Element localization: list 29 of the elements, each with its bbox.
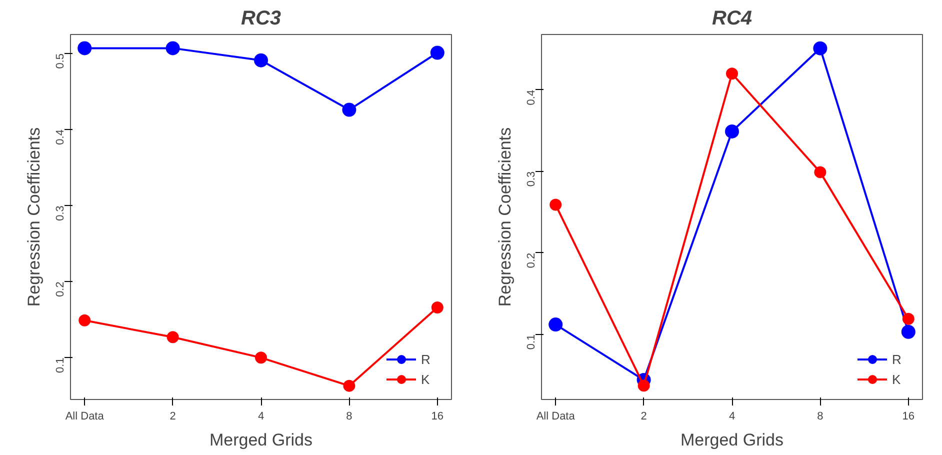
legend-label: R xyxy=(421,352,432,366)
x-tick-label: 2 xyxy=(640,410,647,422)
x-tick-label: 16 xyxy=(902,410,915,422)
legend-label: K xyxy=(421,372,431,386)
x-tick-label: All Data xyxy=(65,410,105,422)
x-tick-label: 8 xyxy=(346,410,352,422)
y-axis-title: Regression Coefficients xyxy=(496,127,514,307)
y-tick-label: 0.4 xyxy=(526,90,538,106)
y-tick-label: 0.3 xyxy=(54,206,66,221)
x-tick-label: All Data xyxy=(536,410,576,422)
x-tick-label: 4 xyxy=(258,410,264,422)
legend-label: K xyxy=(892,372,902,386)
y-tick-label: 0.2 xyxy=(54,282,66,297)
y-tick-label: 0.2 xyxy=(526,252,538,268)
chart-title: RC4 xyxy=(712,8,752,30)
x-axis-title: Merged Grids xyxy=(210,430,312,450)
y-tick-label: 0.4 xyxy=(54,130,66,145)
y-tick-label: 0.1 xyxy=(54,358,66,373)
x-tick-label: 16 xyxy=(431,410,444,422)
y-tick-label: 0.1 xyxy=(526,334,538,350)
legend-label: R xyxy=(892,352,902,366)
y-tick-label: 0.5 xyxy=(54,54,66,69)
y-tick-label: 0.3 xyxy=(526,171,538,187)
y-axis-title: Regression Coefficients xyxy=(24,127,44,307)
x-axis-title: Merged Grids xyxy=(680,430,784,450)
x-tick-label: 8 xyxy=(817,410,824,422)
x-tick-label: 2 xyxy=(170,410,176,422)
x-tick-label: 4 xyxy=(728,410,736,422)
chart-title: RC3 xyxy=(240,8,282,30)
